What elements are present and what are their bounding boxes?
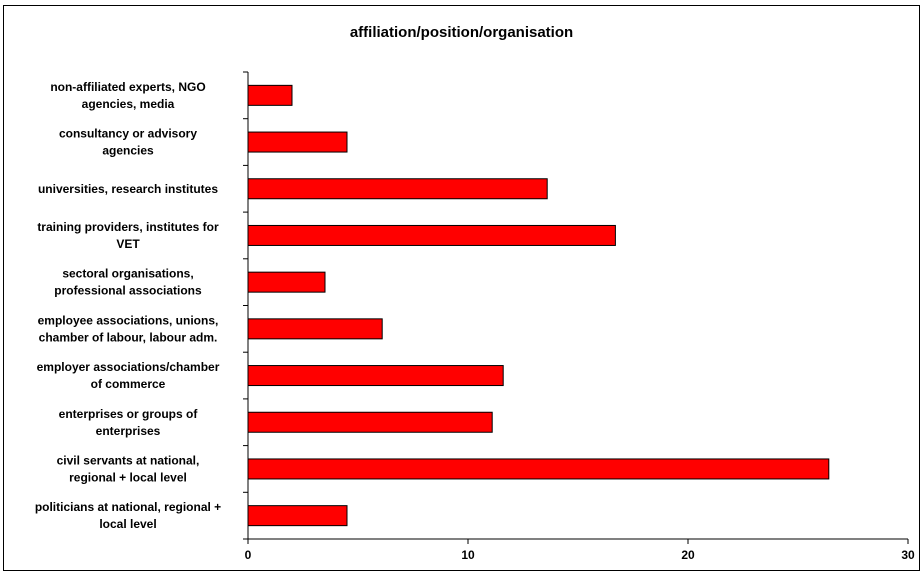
x-tick-label: 10: [461, 548, 475, 562]
bar: [247, 411, 493, 433]
bar: [247, 318, 383, 340]
category-label: consultancy or advisory agencies: [59, 127, 197, 158]
category-label: civil servants at national, regional + lo…: [57, 453, 200, 484]
x-tick-label: 30: [901, 548, 915, 562]
bar: [247, 178, 548, 200]
category-label: employee associations, unions, chamber of…: [38, 313, 219, 344]
category-label: universities, research institutes: [38, 182, 218, 196]
category-labels: non-affiliated experts, NGO agencies, med…: [35, 80, 221, 531]
x-tick-label: 20: [681, 548, 695, 562]
category-label: employer associations/chamber of commerce: [37, 360, 220, 391]
bar: [247, 224, 616, 246]
category-label: politicians at national, regional + local…: [35, 500, 221, 531]
bar: [247, 131, 348, 153]
category-label: enterprises or groups of enterprises: [59, 407, 199, 438]
category-label: sectoral organisations, professional asso…: [54, 267, 202, 298]
bar: [247, 365, 504, 387]
bar: [247, 84, 293, 106]
chart-title: affiliation/position/organisation: [349, 24, 574, 41]
category-label: non-affiliated experts, NGO agencies, med…: [50, 80, 205, 111]
bar: [247, 458, 830, 480]
bar: [247, 505, 348, 527]
bars-group: [247, 84, 830, 527]
x-tick-label: 0: [245, 548, 252, 562]
bar: [247, 271, 326, 293]
category-label: training providers, institutes for VET: [37, 220, 219, 251]
x-tick-labels: 0 10 20 30: [245, 548, 915, 562]
